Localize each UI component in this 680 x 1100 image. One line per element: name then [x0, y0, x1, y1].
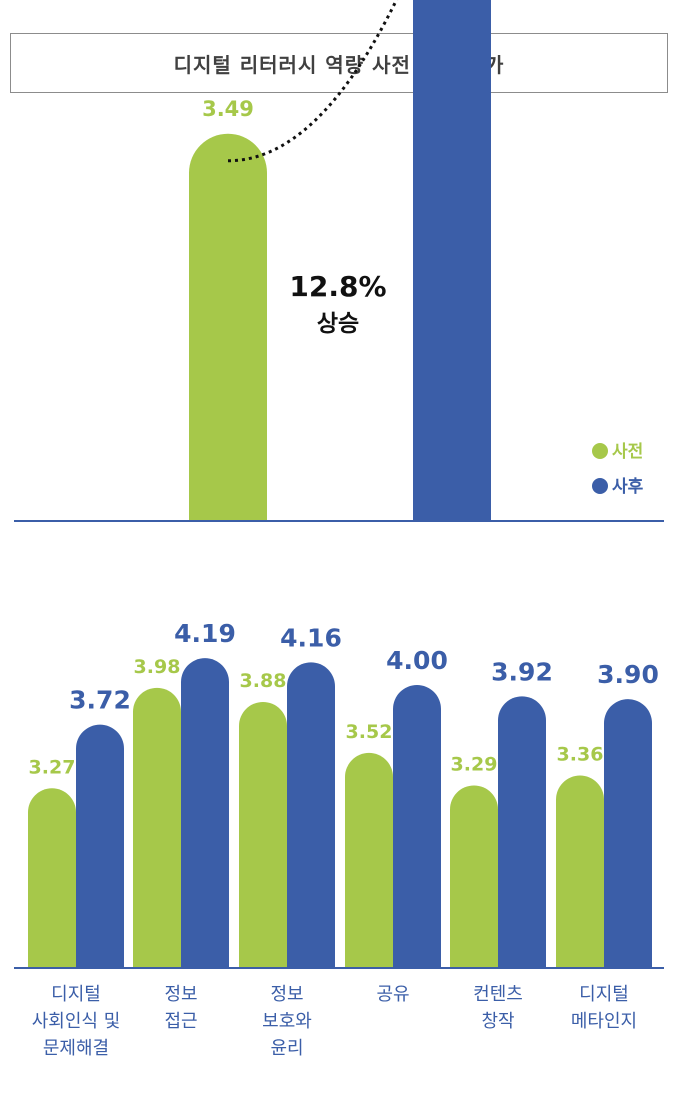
- bar-post: [76, 724, 124, 968]
- value-label-pre: 3.36: [557, 744, 604, 766]
- summary-bar-pre: [189, 133, 267, 522]
- legend-pre-label: 사전: [612, 442, 643, 462]
- bar-pre: [450, 785, 498, 968]
- bar-post: [393, 685, 441, 968]
- category-label: 디지털: [51, 984, 101, 1005]
- category-label: 디지털: [579, 984, 629, 1005]
- legend-pre-swatch: [592, 443, 608, 459]
- value-label-pre: 3.88: [240, 670, 287, 692]
- bar-pre: [239, 701, 287, 968]
- bar-post: [604, 699, 652, 968]
- value-label-pre: 3.52: [346, 721, 393, 743]
- bar-post: [498, 696, 546, 968]
- category-label: 접근: [164, 1011, 197, 1032]
- bar-pre: [345, 752, 393, 968]
- bar-pre: [28, 788, 76, 968]
- value-label-post: 4.19: [174, 619, 236, 648]
- value-label-post: 3.72: [69, 686, 131, 715]
- category-label: 메타인지: [571, 1011, 637, 1032]
- value-label-post: 3.92: [491, 657, 553, 686]
- value-label-pre: 3.29: [451, 753, 498, 775]
- increase-word: 상승: [317, 311, 359, 337]
- summary-value-pre: 3.49: [202, 97, 254, 121]
- value-label-post: 3.90: [597, 660, 659, 689]
- category-label: 사회인식 및: [32, 1011, 121, 1032]
- category-label: 문제해결: [43, 1038, 109, 1059]
- value-label-pre: 3.27: [29, 756, 76, 778]
- category-label: 컨텐츠: [473, 984, 523, 1005]
- category-label: 정보: [270, 984, 303, 1005]
- value-label-post: 4.16: [280, 623, 342, 652]
- category-label: 윤리: [270, 1038, 303, 1059]
- chart-title: 디지털 리터러시 역량 사전 사후 평가: [10, 33, 668, 93]
- legend-post-swatch: [592, 478, 608, 494]
- legend-post-label: 사후: [612, 476, 644, 497]
- bar-post: [181, 658, 229, 968]
- category-label: 창작: [481, 1011, 514, 1032]
- summary-bar-post: [413, 0, 491, 521]
- category-label: 공유: [376, 984, 409, 1005]
- value-label-post: 4.00: [386, 646, 448, 675]
- category-label: 정보: [164, 984, 197, 1005]
- bar-pre: [133, 687, 181, 968]
- category-label: 보호와: [262, 1011, 312, 1032]
- bar-post: [287, 662, 335, 968]
- bar-pre: [556, 775, 604, 968]
- value-label-pre: 3.98: [134, 656, 181, 678]
- increase-percent: 12.8%: [289, 270, 386, 303]
